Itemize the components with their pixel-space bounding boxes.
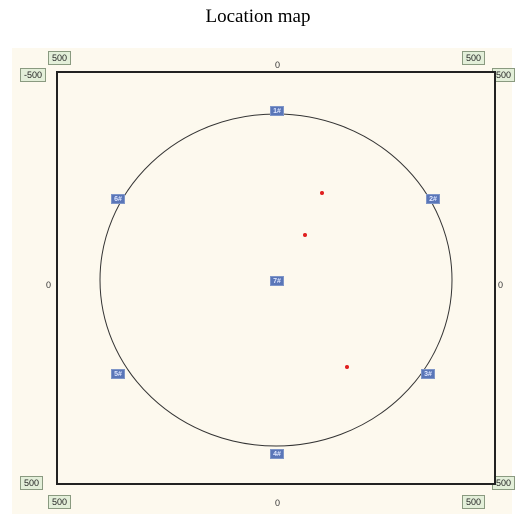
corner-label-bottom-left-upper: 500: [20, 476, 44, 490]
axis-label-top: 0: [275, 60, 281, 70]
axis-label-right: 0: [498, 280, 504, 290]
map-frame[interactable]: [56, 71, 496, 485]
sensor-marker-6[interactable]: 6#: [111, 194, 125, 204]
sensor-marker-2[interactable]: 2#: [426, 194, 440, 204]
event-point[interactable]: [345, 365, 349, 369]
corner-label-top-right-upper: 500: [462, 51, 486, 65]
sensor-marker-1[interactable]: 1#: [270, 106, 284, 116]
sensor-marker-7[interactable]: 7#: [270, 276, 284, 286]
corner-label-bottom-right-lower: 500: [462, 495, 486, 509]
corner-label-top-left-upper: 500: [48, 51, 72, 65]
axis-label-left: 0: [46, 280, 52, 290]
corner-label-bottom-left-lower: 500: [48, 495, 72, 509]
event-point[interactable]: [320, 191, 324, 195]
event-point[interactable]: [303, 233, 307, 237]
sensor-marker-4[interactable]: 4#: [270, 449, 284, 459]
sensor-marker-3[interactable]: 3#: [421, 369, 435, 379]
corner-label-top-left-lower: -500: [20, 68, 47, 82]
corner-label-bottom-right-upper: 500: [492, 476, 516, 490]
sensor-marker-5[interactable]: 5#: [111, 369, 125, 379]
page-title: Location map: [205, 6, 311, 27]
axis-label-bottom: 0: [275, 498, 281, 508]
